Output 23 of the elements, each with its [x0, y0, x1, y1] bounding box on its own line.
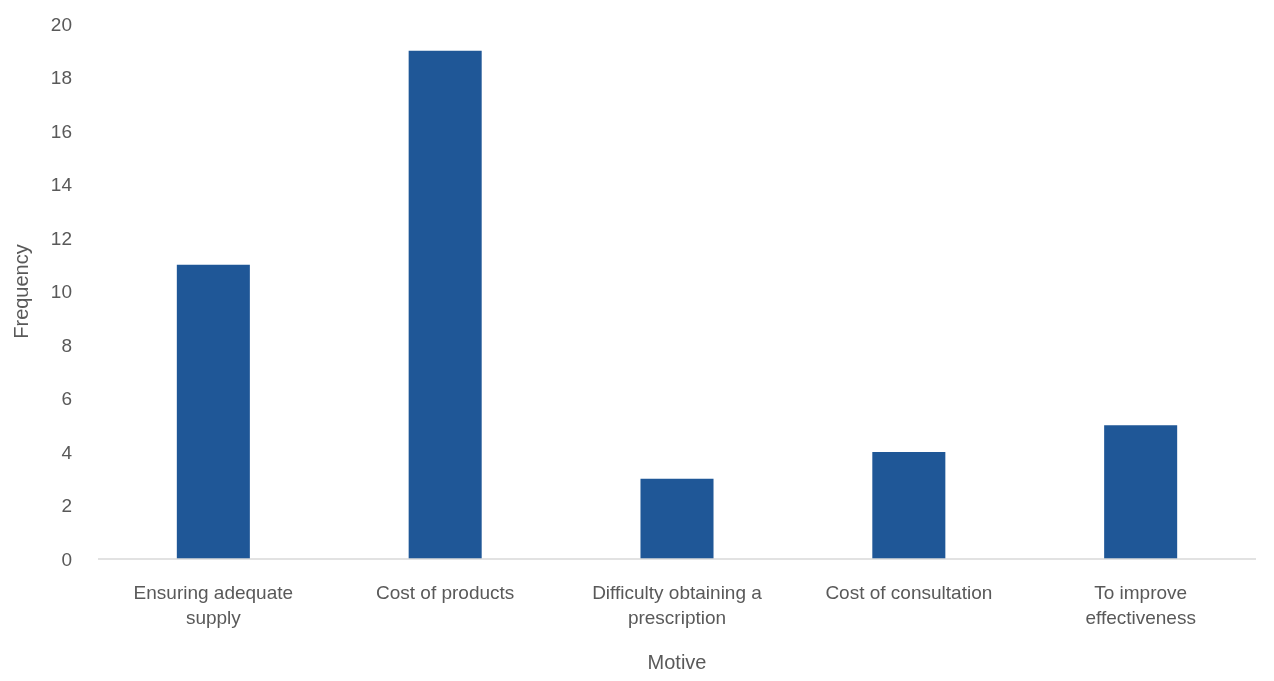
x-tick-label: Ensuring adequate supply — [133, 582, 294, 628]
y-tick-label: 14 — [50, 174, 73, 195]
bar — [640, 478, 714, 559]
y-tick-label: 8 — [61, 334, 72, 356]
x-axis-title: Motive — [647, 651, 707, 673]
x-tick-label: Difficulty obtaining a prescription — [592, 582, 763, 628]
x-tick-label: Cost of products — [376, 582, 515, 603]
y-tick-label: 20 — [50, 13, 72, 35]
y-axis-title: Frequency — [10, 244, 32, 339]
bar — [408, 50, 482, 559]
x-tick-label: Cost of consultation — [825, 582, 993, 603]
y-tick-label: 6 — [61, 388, 72, 409]
bar — [1104, 425, 1178, 559]
y-tick-label: 4 — [61, 441, 73, 463]
x-tick-label: To improve effectiveness — [1085, 582, 1196, 628]
y-tick-label: 2 — [61, 495, 72, 516]
y-tick-label: 18 — [50, 67, 72, 88]
y-tick-label: 10 — [50, 281, 72, 302]
bar — [176, 264, 250, 559]
y-tick-label: 12 — [50, 227, 72, 249]
y-tick-label: 0 — [61, 548, 72, 570]
y-tick-label: 16 — [50, 120, 72, 142]
bar — [872, 452, 946, 559]
